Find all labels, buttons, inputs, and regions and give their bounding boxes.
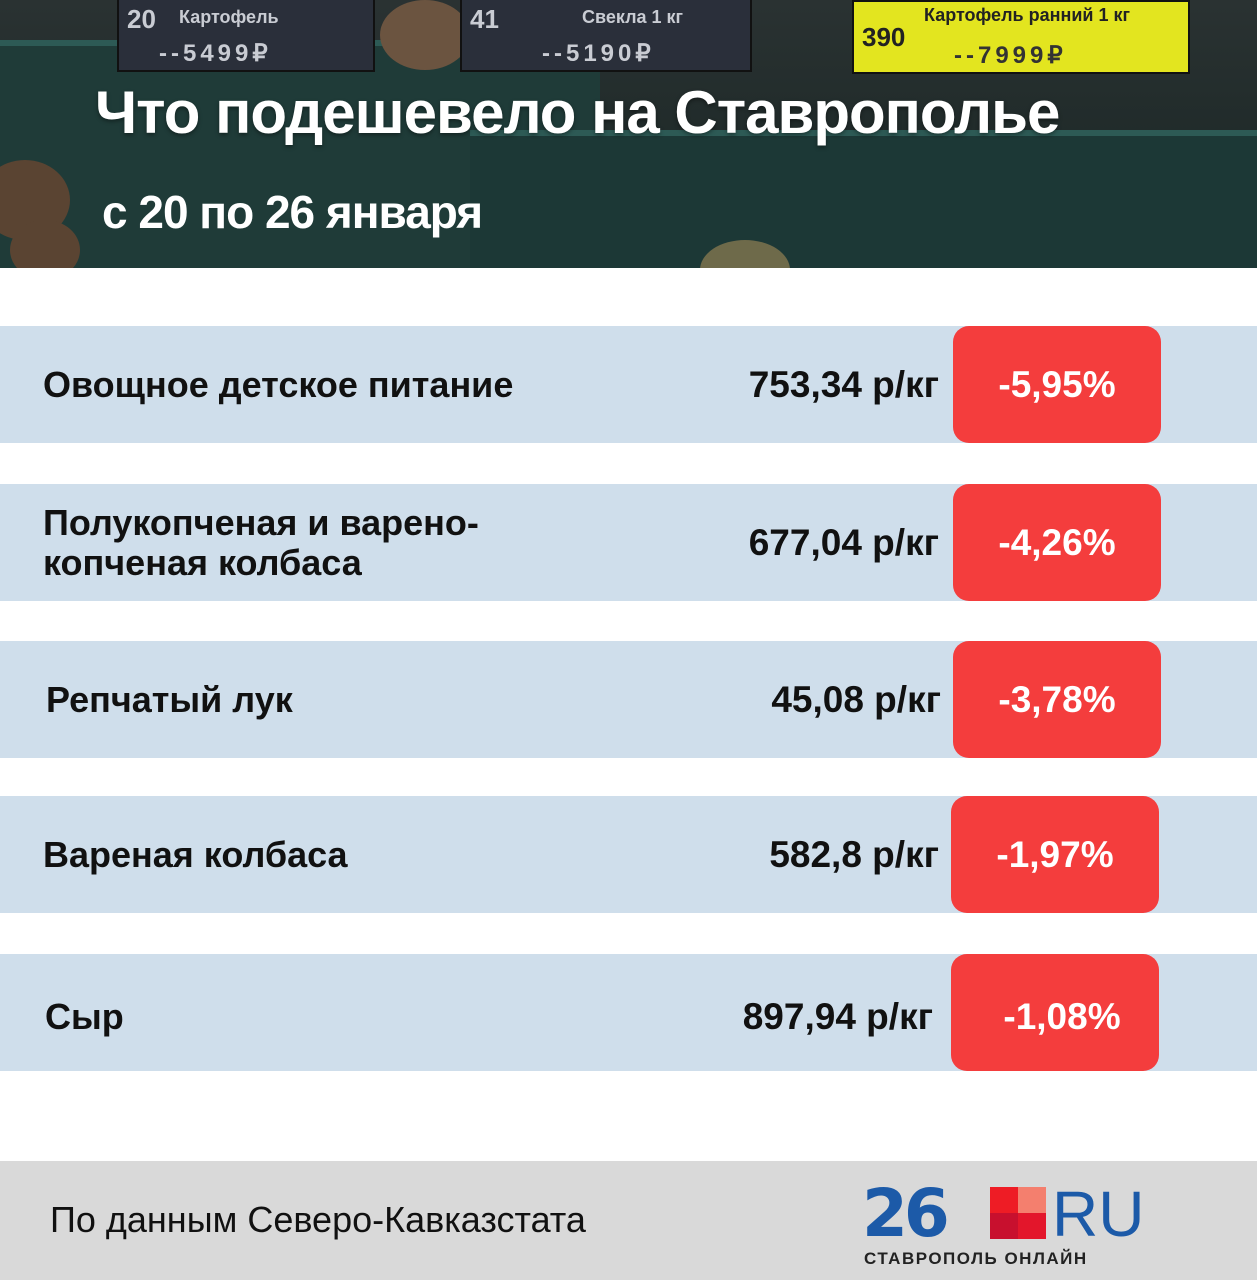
product-price: 677,04 р/кг: [748, 521, 939, 563]
table-row: Полукопченая и варено-копченая колбаса 6…: [0, 484, 1257, 601]
product-price: 753,34 р/кг: [748, 363, 939, 405]
price-change-badge: -3,78%: [953, 641, 1161, 758]
header-photo: 20 Картофель --5499₽ 41 Свекла 1 кг --51…: [0, 0, 1257, 268]
product-name: Сыр: [45, 995, 124, 1037]
product-price: 582,8 р/кг: [769, 833, 939, 875]
price-tag: 390 Картофель ранний 1 кг --7999₽: [852, 0, 1190, 74]
page-title: Что подешевело на Ставрополье: [95, 79, 1060, 146]
product-name: Репчатый лук: [46, 678, 293, 720]
tag-number: 41: [470, 4, 499, 34]
product-price: 897,94 р/кг: [742, 995, 933, 1037]
product-name: Полукопченая и варено-копченая колбаса: [43, 501, 479, 583]
table-row: Репчатый лук 45,08 р/кг -3,78%: [0, 641, 1257, 758]
footer: По данным Северо-Кавказстата 26 RU СТАВР…: [0, 1161, 1257, 1280]
logo-tagline: СТАВРОПОЛЬ ОНЛАЙН: [864, 1249, 1088, 1268]
logo: 26 RU СТАВРОПОЛЬ ОНЛАЙН: [862, 1175, 1162, 1271]
tag-name: Картофель: [179, 7, 279, 27]
logo-number: 26: [862, 1175, 950, 1252]
tag-price: --7999₽: [954, 42, 1067, 69]
product-name: Вареная колбаса: [43, 833, 348, 875]
product-price: 45,08 р/кг: [771, 678, 941, 720]
price-change-badge: -5,95%: [953, 326, 1161, 443]
source-note: По данным Северо-Кавказстата: [50, 1199, 586, 1240]
price-tag: 41 Свекла 1 кг --5190₽: [460, 0, 752, 72]
tag-number: 20: [127, 4, 156, 34]
tag-name: Картофель ранний 1 кг: [924, 5, 1130, 25]
potato: [10, 220, 80, 268]
price-tag: 20 Картофель --5499₽: [117, 0, 375, 72]
table-row: Вареная колбаса 582,8 р/кг -1,97%: [0, 796, 1257, 913]
tag-number: 390: [862, 22, 906, 52]
tag-name: Свекла 1 кг: [582, 7, 684, 27]
logo-domain: RU: [1052, 1178, 1145, 1250]
price-change-badge: -4,26%: [953, 484, 1161, 601]
potato: [380, 0, 470, 70]
table-row: Сыр 897,94 р/кг -1,08%: [0, 954, 1257, 1071]
price-change-badge: -1,08%: [951, 954, 1159, 1071]
price-change-badge: -1,97%: [951, 796, 1159, 913]
tag-price: --5499₽: [159, 40, 272, 67]
table-row: Овощное детское питание 753,34 р/кг -5,9…: [0, 326, 1257, 443]
page-subtitle: с 20 по 26 января: [102, 186, 483, 238]
product-name: Овощное детское питание: [43, 363, 514, 405]
tag-price: --5190₽: [542, 40, 655, 67]
logo-squares-icon: [990, 1187, 1046, 1239]
crate: [470, 130, 1257, 268]
